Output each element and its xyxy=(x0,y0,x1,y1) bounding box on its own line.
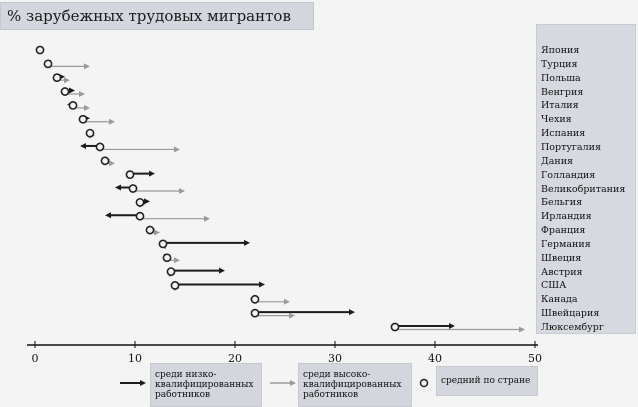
legend-avg-marker-icon xyxy=(419,378,429,388)
high-skill-arrow-head xyxy=(109,160,115,167)
high-skill-arrow-head xyxy=(79,91,85,98)
x-tick-label: 10 xyxy=(128,352,142,365)
country-average-marker xyxy=(166,267,176,276)
country-label: Чехия xyxy=(541,114,572,126)
country-label: Швеция xyxy=(541,252,582,264)
country-label: Бельгия xyxy=(541,197,583,209)
country-average-marker xyxy=(35,45,45,55)
country-average-marker xyxy=(60,87,70,96)
x-tick-label: 20 xyxy=(228,352,242,365)
high-skill-arrow-head xyxy=(154,229,160,236)
low-skill-arrow-head xyxy=(149,170,155,177)
high-skill-arrow-head xyxy=(204,215,210,222)
low-skill-arrow-head xyxy=(244,239,250,246)
country-average-marker xyxy=(125,170,135,180)
high-skill-arrow-head xyxy=(174,257,180,264)
country-average-marker xyxy=(78,114,88,124)
legend-low-arrow-icon xyxy=(120,380,146,386)
country-label: Канада xyxy=(541,294,578,306)
country-label: Италия xyxy=(541,100,579,112)
low-skill-arrow-head xyxy=(349,309,355,316)
high-skill-arrow-head xyxy=(64,77,70,84)
country-average-marker xyxy=(85,128,95,138)
country-average-marker xyxy=(128,184,138,193)
high-skill-arrow-head xyxy=(289,312,295,319)
legend-high-label: среди высоко-квалифицированных работнико… xyxy=(303,370,402,400)
country-average-marker xyxy=(162,253,172,263)
high-skill-arrow-head xyxy=(84,104,90,111)
country-label: Франция xyxy=(541,225,586,237)
country-label: Германия xyxy=(541,238,591,250)
low-skill-arrow-head xyxy=(69,87,75,94)
country-label: Голландия xyxy=(541,169,596,181)
legend-avg-label: средний по стране xyxy=(441,376,531,386)
high-skill-arrow-head xyxy=(174,146,180,153)
high-skill-arrow-head xyxy=(179,188,185,194)
x-tick-label: 40 xyxy=(428,352,442,365)
country-label: США xyxy=(541,280,567,292)
country-label: Великобритания xyxy=(541,183,626,195)
low-skill-arrow-head xyxy=(219,267,225,274)
legend-high-arrow-icon xyxy=(270,380,296,386)
legend-low-label: среди низко-квалифицированных работников xyxy=(155,370,254,400)
legend-low: среди низко-квалифицированных работников xyxy=(150,363,262,407)
country-average-marker xyxy=(145,225,155,235)
country-average-marker xyxy=(95,142,105,152)
high-skill-arrow-head xyxy=(109,118,115,125)
country-label: Испания xyxy=(541,128,586,140)
high-skill-arrow-head xyxy=(84,63,90,70)
country-average-marker xyxy=(170,281,180,290)
high-skill-arrow-head xyxy=(519,326,525,333)
country-label: Венгрия xyxy=(541,86,584,98)
x-tick-label: 30 xyxy=(328,352,342,365)
country-average-marker xyxy=(135,197,145,207)
country-average-marker xyxy=(68,101,78,110)
country-label: Япония xyxy=(541,45,580,56)
low-skill-arrow-head xyxy=(259,281,265,288)
low-skill-arrow-head xyxy=(115,184,121,191)
country-average-marker xyxy=(250,308,260,318)
country-label: Португалия xyxy=(541,141,601,153)
high-skill-arrow-head xyxy=(284,298,290,305)
country-legend-panel: Япония Турция Польша Венгрия Италия Чехия Испа… xyxy=(536,24,636,334)
country-average-marker xyxy=(100,156,110,166)
country-average-marker xyxy=(250,294,260,304)
country-label: Австрия xyxy=(541,266,583,278)
low-skill-arrow-head xyxy=(144,198,150,205)
legend-high: среди высоко-квалифицированных работнико… xyxy=(298,363,412,407)
country-average-marker xyxy=(158,239,168,249)
legend-avg: средний по стране xyxy=(436,366,538,396)
x-tick-label: 50 xyxy=(528,352,542,365)
country-average-marker xyxy=(43,59,53,69)
country-label: Дания xyxy=(541,155,574,167)
low-skill-arrow-head xyxy=(80,142,86,149)
country-label: Люксембург xyxy=(541,322,604,333)
country-label: Турция xyxy=(541,58,578,70)
low-skill-arrow-head xyxy=(449,323,455,329)
country-label: Ирландия xyxy=(541,211,592,223)
chart-title: % зарубежных трудовых мигрантов xyxy=(7,7,291,25)
country-average-marker xyxy=(390,322,400,332)
x-tick-label: 0 xyxy=(32,352,39,365)
country-average-marker xyxy=(135,211,145,221)
country-average-marker xyxy=(52,73,62,83)
low-skill-arrow-head xyxy=(105,212,111,219)
chart-title-box: % зарубежных трудовых мигрантов xyxy=(0,2,314,30)
country-label: Польша xyxy=(541,72,581,84)
country-label: Швейцария xyxy=(541,308,600,320)
